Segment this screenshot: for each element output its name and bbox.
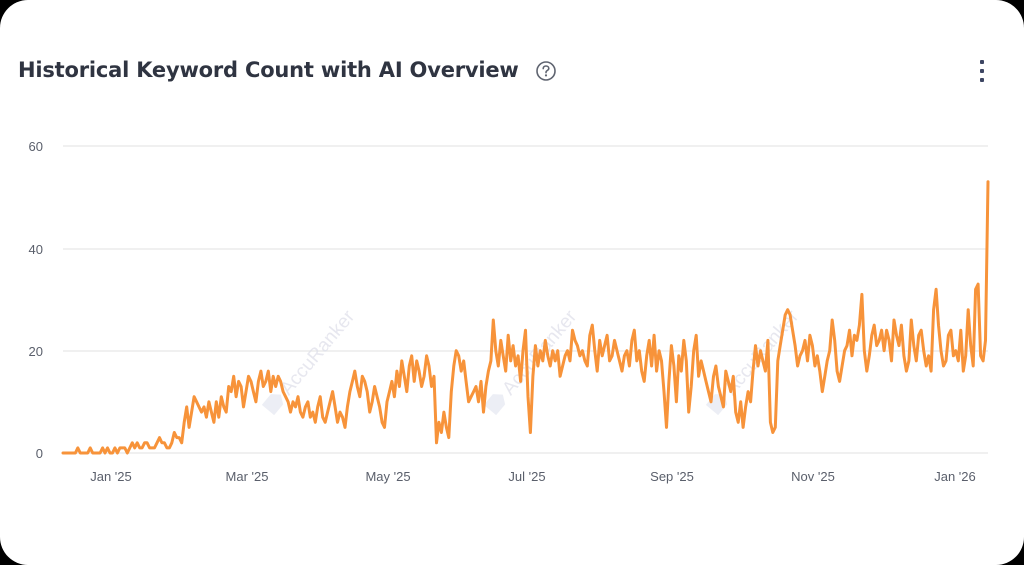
y-axis-labels: 60 40 20 0	[29, 139, 43, 461]
x-tick-label: May '25	[365, 469, 410, 484]
y-tick-label: 60	[29, 139, 43, 154]
y-tick-label: 20	[29, 344, 43, 359]
series-line[interactable]	[61, 180, 990, 455]
x-tick-label: Mar '25	[226, 469, 269, 484]
x-tick-label: Sep '25	[650, 469, 694, 484]
chart-header: Historical Keyword Count with AI Overvie…	[18, 52, 1004, 88]
chart-title: Historical Keyword Count with AI Overvie…	[18, 58, 519, 82]
x-tick-label: Jan '25	[90, 469, 132, 484]
y-tick-label: 0	[36, 446, 43, 461]
x-tick-label: Nov '25	[791, 469, 835, 484]
watermark-text: AccuRanker	[277, 306, 360, 399]
vertical-ellipsis-icon[interactable]	[972, 58, 992, 84]
accuranker-logo-icon	[483, 394, 506, 416]
y-grid	[63, 145, 988, 454]
x-tick-label: Jul '25	[508, 469, 545, 484]
y-tick-label: 40	[29, 242, 43, 257]
x-axis-labels: Jan '25 Mar '25 May '25 Jul '25 Sep '25 …	[90, 469, 976, 484]
x-tick-label: Jan '26	[934, 469, 976, 484]
accuranker-logo-icon	[261, 394, 284, 416]
question-circle-icon[interactable]	[535, 60, 556, 81]
